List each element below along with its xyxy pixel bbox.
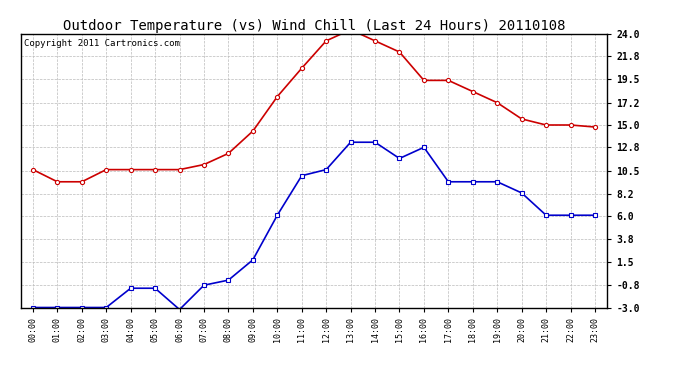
Title: Outdoor Temperature (vs) Wind Chill (Last 24 Hours) 20110108: Outdoor Temperature (vs) Wind Chill (Las… xyxy=(63,19,565,33)
Text: Copyright 2011 Cartronics.com: Copyright 2011 Cartronics.com xyxy=(23,39,179,48)
